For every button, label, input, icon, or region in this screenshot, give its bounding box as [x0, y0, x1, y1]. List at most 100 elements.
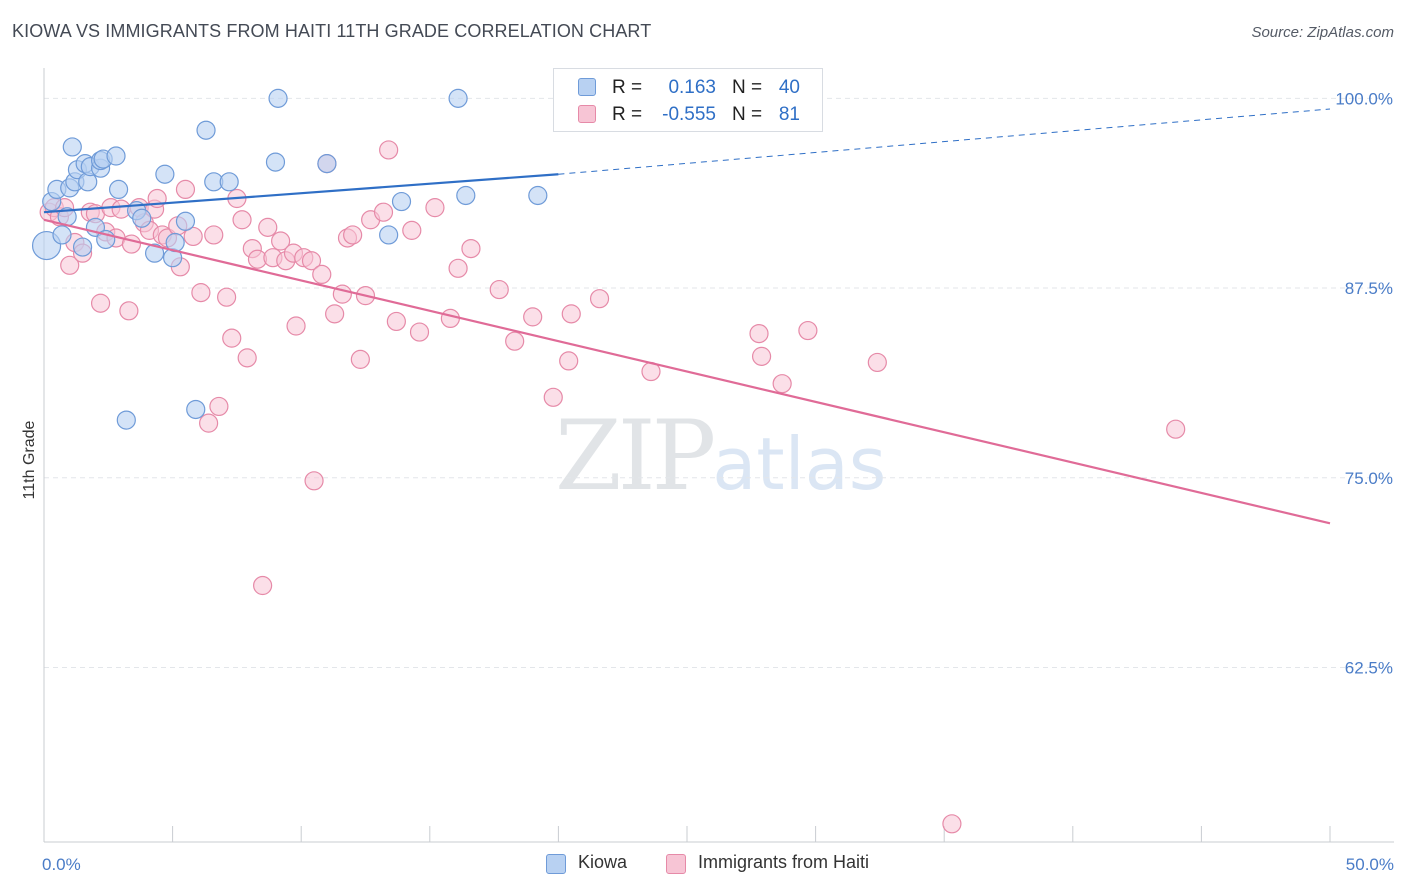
haiti-trend-line	[43, 218, 1331, 525]
haiti-point	[286, 316, 306, 336]
bottom-legend-swatch-kiowa	[546, 854, 566, 874]
legend-n-value: 40	[778, 77, 800, 98]
haiti-point	[379, 140, 399, 160]
bottom-legend-swatch-haiti	[666, 854, 686, 874]
kiowa-point	[108, 179, 129, 200]
kiowa-trend-extension	[558, 108, 1331, 175]
x-tick-label: 50.0%	[1346, 855, 1394, 874]
haiti-point	[232, 210, 252, 230]
haiti-point	[191, 283, 211, 303]
y-tick-label: 87.5%	[1345, 279, 1393, 298]
zipatlas-watermark: ZIPatlas	[555, 400, 887, 512]
kiowa-point	[106, 146, 126, 166]
haiti-point	[204, 225, 224, 245]
kiowa-point	[391, 191, 412, 212]
haiti-point	[505, 331, 525, 351]
haiti-point	[523, 307, 543, 327]
kiowa-trend-line	[43, 173, 559, 214]
haiti-point	[386, 311, 406, 332]
haiti-point	[343, 225, 363, 245]
haiti-point	[559, 351, 579, 371]
haiti-point	[60, 255, 80, 275]
haiti-point	[301, 251, 322, 271]
haiti-point	[798, 320, 818, 341]
legend-n-value: 81	[778, 104, 800, 125]
kiowa-point	[175, 211, 196, 231]
haiti-point	[561, 304, 581, 324]
kiowa-point	[155, 164, 175, 184]
y-tick-label: 75.0%	[1345, 469, 1393, 488]
haiti-point	[312, 264, 332, 284]
bottom-legend-label-kiowa: Kiowa	[578, 852, 628, 872]
haiti-point	[121, 234, 142, 254]
haiti-point	[325, 304, 345, 324]
chart-title: KIOWA VS IMMIGRANTS FROM HAITI 11TH GRAD…	[12, 21, 652, 41]
haiti-point	[1166, 419, 1186, 439]
y-tick-label: 62.5%	[1345, 658, 1393, 677]
haiti-point	[402, 220, 422, 240]
haiti-point	[749, 323, 769, 344]
kiowa-point	[219, 172, 239, 192]
haiti-point	[751, 346, 772, 366]
kiowa-point	[528, 185, 548, 206]
haiti-point	[90, 293, 111, 313]
grid-lines	[44, 97, 1394, 668]
x-tick-label: 0.0%	[42, 855, 81, 874]
axes	[43, 68, 1394, 843]
haiti-point	[409, 322, 430, 342]
haiti-point	[772, 374, 792, 394]
kiowa-point	[265, 152, 286, 172]
kiowa-point	[456, 185, 476, 206]
legend-r-value: -0.555	[662, 104, 716, 125]
legend-n-label: N =	[732, 77, 763, 98]
haiti-point	[183, 226, 203, 247]
legend-swatch-haiti	[578, 105, 596, 123]
kiowa-points	[31, 88, 548, 430]
bottom-legend-label-haiti: Immigrants from Haiti	[698, 852, 870, 872]
haiti-point	[373, 202, 394, 222]
stats-legend: R = 0.163 N = 40 R = -0.555 N = 81	[553, 68, 823, 132]
legend-n-label: N =	[732, 104, 763, 125]
kiowa-point	[379, 225, 399, 245]
kiowa-point	[196, 120, 216, 140]
trend-lines	[43, 108, 1331, 525]
haiti-point	[461, 239, 481, 259]
haiti-point	[237, 348, 257, 368]
kiowa-point	[186, 399, 206, 420]
haiti-point	[271, 231, 291, 251]
haiti-point	[209, 396, 229, 417]
kiowa-point	[268, 88, 288, 108]
chart-source: Source: ZipAtlas.com	[1251, 24, 1394, 41]
legend-r-label: R =	[612, 104, 643, 125]
haiti-point	[489, 279, 509, 300]
haiti-point	[222, 328, 242, 348]
haiti-point	[543, 387, 563, 407]
kiowa-point	[116, 410, 136, 430]
haiti-points	[39, 140, 1186, 834]
haiti-point	[258, 217, 278, 237]
haiti-point	[867, 352, 887, 373]
haiti-point	[350, 349, 370, 369]
haiti-point	[304, 471, 324, 491]
haiti-point	[175, 179, 196, 200]
legend-r-label: R =	[612, 77, 643, 98]
haiti-point	[942, 814, 962, 834]
haiti-point	[440, 308, 460, 329]
kiowa-point	[52, 225, 72, 245]
legend-r-value: 0.163	[668, 77, 716, 98]
kiowa-point	[144, 243, 165, 263]
haiti-point	[589, 289, 610, 309]
legend-swatch-kiowa	[578, 78, 596, 96]
kiowa-point	[62, 137, 82, 157]
tick-labels: 100.0% 87.5% 75.0% 62.5% 0.0% 50.0%	[42, 89, 1394, 874]
haiti-point	[425, 198, 445, 218]
legend-row-kiowa: R = 0.163 N = 40	[554, 73, 822, 101]
haiti-point	[448, 258, 468, 278]
legend-row-haiti: R = -0.555 N = 81	[554, 100, 822, 128]
kiowa-point	[448, 88, 468, 108]
haiti-point	[199, 413, 219, 433]
haiti-point	[253, 575, 273, 596]
haiti-point	[217, 287, 237, 307]
kiowa-point	[72, 237, 93, 257]
